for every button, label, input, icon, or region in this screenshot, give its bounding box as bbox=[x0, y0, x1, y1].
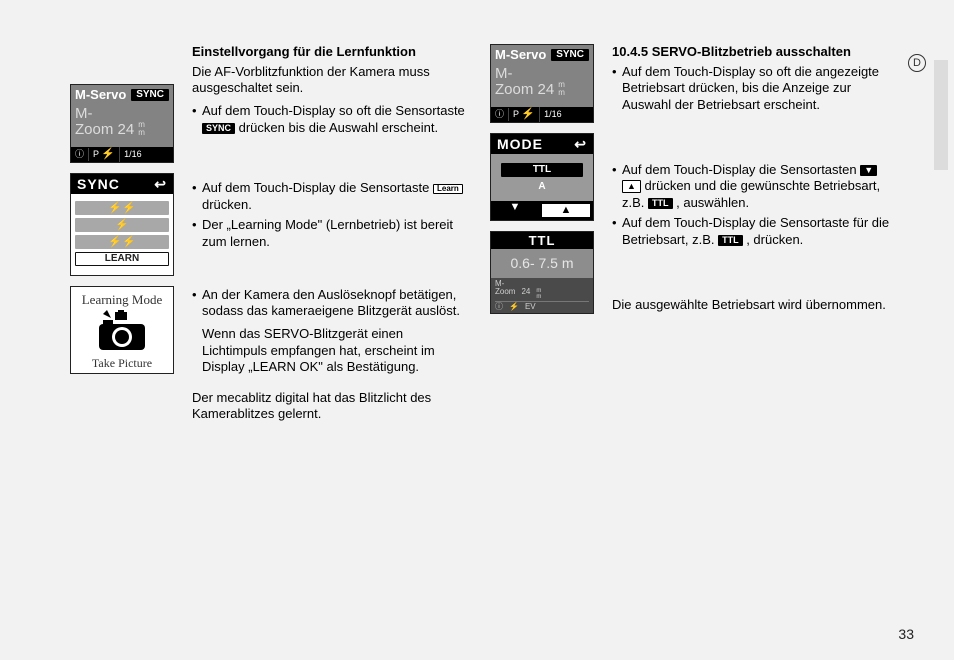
left-step2-p: Der „Learning Mode" (Lernbetrieb) ist be… bbox=[192, 217, 470, 250]
mode-opt-ttl: TTL bbox=[501, 163, 583, 177]
arrow-up-inline: ▲ bbox=[622, 180, 641, 193]
left-text: Einstellvorgang für die Lernfunktion Die… bbox=[192, 44, 470, 427]
right-heading: 10.4.5 SERVO-Blitzbetrieb ausschalten bbox=[612, 44, 890, 61]
arrow-down-button: ▼ bbox=[491, 201, 539, 220]
mode-opt-a: A bbox=[495, 180, 589, 194]
mode-m-2: M- bbox=[495, 66, 589, 81]
screen-mservo-2: M-Servo SYNC M- Zoom 24 m m ⓘ P ⚡ bbox=[490, 44, 594, 123]
left-closing: Der mecablitz digital hat das Blitzlicht… bbox=[192, 390, 470, 423]
right-column: M-Servo SYNC M- Zoom 24 m m ⓘ P ⚡ bbox=[490, 44, 890, 427]
right-closing: Die ausgewählte Betriebsart wird übernom… bbox=[612, 297, 890, 314]
p-label: P bbox=[93, 149, 99, 159]
ttl-range: 0.6- 7.5 m bbox=[491, 249, 593, 278]
right-step2: Auf dem Touch-Display die Sensortasten ▼… bbox=[612, 162, 890, 212]
ttl-inline-badge-2: TTL bbox=[718, 235, 743, 246]
zoom-label-2: Zoom 24 bbox=[495, 82, 554, 97]
left-column: M-Servo SYNC M- Zoom 24 m m ⓘ P ⚡ bbox=[70, 44, 470, 427]
bolt-icon: ⚡ bbox=[101, 148, 115, 160]
screen-mservo: M-Servo SYNC M- Zoom 24 m m ⓘ P ⚡ bbox=[70, 84, 174, 163]
info-icon-2: ⓘ bbox=[491, 108, 509, 121]
sync-badge: SYNC bbox=[131, 89, 169, 101]
learn-inline-badge: Learn bbox=[433, 184, 463, 194]
screen-sync-menu: SYNC ↩ ⚡⚡ ⚡ ⚡⚡ LEARN bbox=[70, 173, 174, 276]
info-icon: ⓘ bbox=[71, 148, 89, 161]
left-screens: M-Servo SYNC M- Zoom 24 m m ⓘ P ⚡ bbox=[70, 44, 180, 427]
mode-m: M- bbox=[75, 106, 169, 121]
sync-option-learn: LEARN bbox=[75, 252, 169, 266]
screen-ttl-result: TTL 0.6- 7.5 m M- Zoom 24 m m ⓘ ⚡ EV bbox=[490, 231, 594, 314]
right-text: 10.4.5 SERVO-Blitzbetrieb ausschalten Au… bbox=[612, 44, 890, 427]
mservo-title: M-Servo bbox=[75, 88, 126, 101]
screen-learning-mode: Learning Mode Take Picture bbox=[70, 286, 174, 374]
language-marker: D bbox=[908, 54, 926, 72]
left-step1: Auf dem Touch-Display so oft die Sensort… bbox=[192, 103, 470, 136]
left-intro: Die AF-Vorblitzfunktion der Kamera muss … bbox=[192, 64, 470, 97]
arrow-down-inline: ▼ bbox=[860, 165, 877, 176]
sync-inline-badge: SYNC bbox=[202, 123, 235, 134]
camera-icon bbox=[93, 310, 151, 354]
left-step3b: Wenn das SERVO-Blitzgerät einen Lichtimp… bbox=[192, 326, 470, 376]
arrow-up-button: ▲ bbox=[541, 203, 591, 218]
left-step2: Auf dem Touch-Display die Sensortaste Le… bbox=[192, 180, 470, 213]
zoom-label: Zoom 24 bbox=[75, 122, 134, 137]
back-icon-2: ↩ bbox=[574, 137, 587, 151]
page: M-Servo SYNC M- Zoom 24 m m ⓘ P ⚡ bbox=[70, 44, 890, 427]
mm-label: m m bbox=[138, 121, 145, 137]
ttl-inline-badge: TTL bbox=[648, 198, 673, 209]
mservo-title-2: M-Servo bbox=[495, 48, 546, 61]
sync-option-3: ⚡⚡ bbox=[75, 235, 169, 249]
power-fraction: 1/16 bbox=[120, 148, 146, 161]
sync-option-1: ⚡⚡ bbox=[75, 201, 169, 215]
side-tab bbox=[934, 60, 948, 170]
mode-title: MODE bbox=[497, 137, 543, 151]
left-step3a: An der Kamera den Auslöseknopf betätigen… bbox=[192, 287, 470, 320]
sync-option-2: ⚡ bbox=[75, 218, 169, 232]
left-heading: Einstellvorgang für die Lernfunktion bbox=[192, 44, 470, 61]
sync-badge-2: SYNC bbox=[551, 49, 589, 61]
learning-mode-title: Learning Mode bbox=[71, 293, 173, 306]
right-screens: M-Servo SYNC M- Zoom 24 m m ⓘ P ⚡ bbox=[490, 44, 600, 427]
screen-mode-menu: MODE ↩ TTL A ▼ ▲ bbox=[490, 133, 594, 221]
right-step3: Auf dem Touch-Display die Sensortaste fü… bbox=[612, 215, 890, 248]
take-picture-label: Take Picture bbox=[71, 357, 173, 369]
ttl-hdr: TTL bbox=[491, 232, 593, 249]
sync-title: SYNC bbox=[77, 177, 120, 191]
right-step1: Auf dem Touch-Display so oft die angezei… bbox=[612, 64, 890, 114]
page-number: 33 bbox=[898, 626, 914, 642]
back-icon: ↩ bbox=[154, 177, 167, 191]
